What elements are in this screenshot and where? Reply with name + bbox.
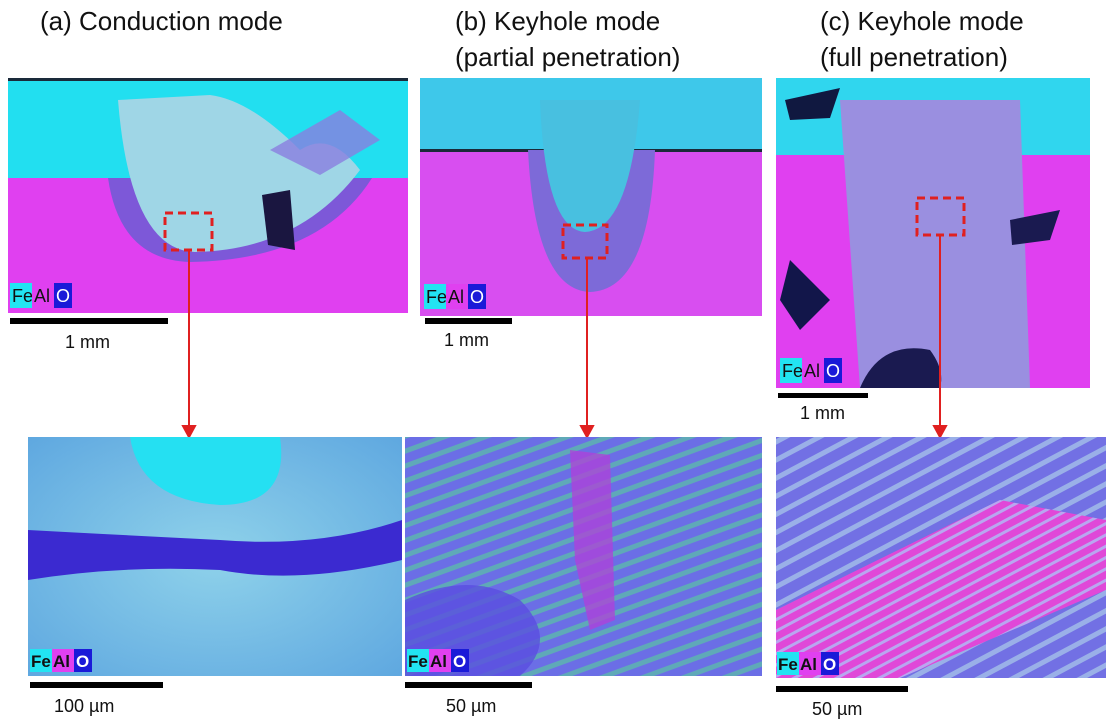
legend-label: Fe <box>12 286 33 306</box>
scale-label: 50 µm <box>446 696 496 716</box>
arrow-head <box>183 426 195 437</box>
legend-label: Fe <box>426 287 447 307</box>
weld-pool <box>840 100 1030 388</box>
legend: Fe Al O <box>424 284 486 309</box>
scale-bar <box>425 318 512 324</box>
legend-label: O <box>76 652 89 671</box>
legend-label: O <box>470 287 484 307</box>
legend-label: Fe <box>782 361 803 381</box>
scale-bar <box>405 682 532 688</box>
legend-label: Al <box>448 287 464 307</box>
legend: Fe Al O <box>407 649 469 672</box>
legend-label: Fe <box>778 655 798 674</box>
scale-bar <box>778 393 868 398</box>
legend: Fe Al O <box>780 358 842 383</box>
scale-label: 100 µm <box>54 696 114 716</box>
legend-label: Al <box>430 652 447 671</box>
panel-title: (a) Conduction mode <box>40 6 283 36</box>
legend-label: O <box>453 652 466 671</box>
scale-label: 1 mm <box>800 403 845 423</box>
scale-bar <box>30 682 163 688</box>
scale-label: 1 mm <box>444 330 489 350</box>
legend-label: O <box>826 361 840 381</box>
scale-label: 50 µm <box>812 699 862 719</box>
arrow-head <box>934 426 946 437</box>
panel-title: (partial penetration) <box>455 42 680 72</box>
legend-label: Al <box>804 361 820 381</box>
legend-label: Fe <box>31 652 51 671</box>
scale-label: 1 mm <box>65 332 110 352</box>
panel-title: (b) Keyhole mode <box>455 6 660 36</box>
panel-title: (full penetration) <box>820 42 1008 72</box>
arrow-head <box>581 426 593 437</box>
legend-label: Al <box>53 652 70 671</box>
legend-label: Al <box>800 655 817 674</box>
legend-label: Al <box>34 286 50 306</box>
panel-title: (c) Keyhole mode <box>820 6 1024 36</box>
legend-label: O <box>56 286 70 306</box>
figure: (a) Conduction mode (b) Keyhole mode (pa… <box>0 0 1118 720</box>
scale-bar <box>10 318 168 324</box>
edge <box>8 78 408 81</box>
legend: Fe Al O <box>30 649 92 672</box>
scale-bar <box>776 686 908 692</box>
legend: Fe Al O <box>777 652 839 675</box>
legend-label: O <box>823 655 836 674</box>
legend-label: Fe <box>408 652 428 671</box>
legend: Fe Al O <box>10 283 72 308</box>
